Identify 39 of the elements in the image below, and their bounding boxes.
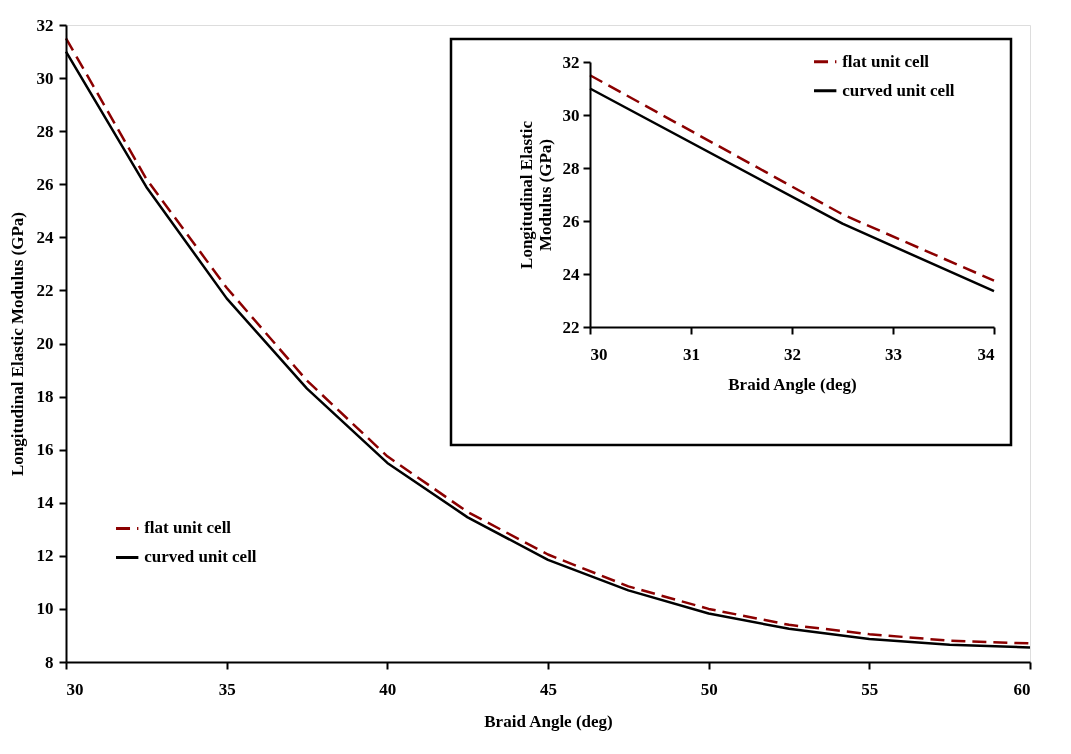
- y-tick-label: 18: [36, 387, 54, 407]
- y-tick-label: 32: [562, 52, 580, 72]
- legend-label: curved unit cell: [144, 547, 257, 567]
- legend-label: curved unit cell: [842, 80, 955, 100]
- x-tick-label: 45: [540, 679, 557, 699]
- y-tick-label: 20: [36, 334, 54, 353]
- x-tick-label: 60: [1013, 679, 1031, 699]
- y-tick-label: 22: [36, 280, 54, 300]
- y-tick-label: 8: [45, 652, 54, 672]
- y-tick-label: 24: [562, 264, 580, 284]
- x-tick-label: 31: [683, 344, 700, 364]
- y-axis-title: Longitudinal Elastic Modulus (GPa): [7, 211, 27, 477]
- y-tick-label: 28: [562, 158, 580, 178]
- x-tick-label: 55: [861, 679, 879, 699]
- x-tick-label: 32: [784, 344, 801, 364]
- y-tick-label: 28: [36, 121, 54, 141]
- x-tick-label: 30: [590, 344, 608, 364]
- y-tick-label: 30: [36, 68, 54, 88]
- x-tick-label: 34: [977, 344, 995, 364]
- legend-label: flat unit cell: [144, 518, 232, 538]
- y-axis-title: Longitudinal Elastic Modulus (GPa): [516, 120, 555, 269]
- y-tick-label: 16: [36, 440, 54, 460]
- y-tick-label: 14: [36, 493, 54, 513]
- x-tick-label: 50: [700, 679, 718, 699]
- x-axis-title: Braid Angle (deg): [728, 374, 857, 394]
- x-tick-label: 33: [885, 344, 902, 364]
- y-tick-label: 26: [36, 174, 54, 194]
- x-axis-title: Braid Angle (deg): [484, 711, 613, 731]
- y-tick-label: 30: [562, 105, 580, 125]
- x-tick-label: 30: [66, 679, 84, 699]
- x-tick-label: 40: [379, 679, 397, 699]
- y-tick-label: 24: [36, 227, 54, 247]
- y-tick-label: 32: [36, 15, 54, 35]
- y-tick-label: 26: [562, 211, 580, 231]
- y-tick-label: 12: [36, 546, 54, 566]
- y-tick-label: 10: [36, 599, 54, 619]
- x-tick-label: 35: [218, 679, 236, 699]
- legend-label: flat unit cell: [842, 51, 930, 71]
- y-tick-label: 22: [562, 317, 580, 337]
